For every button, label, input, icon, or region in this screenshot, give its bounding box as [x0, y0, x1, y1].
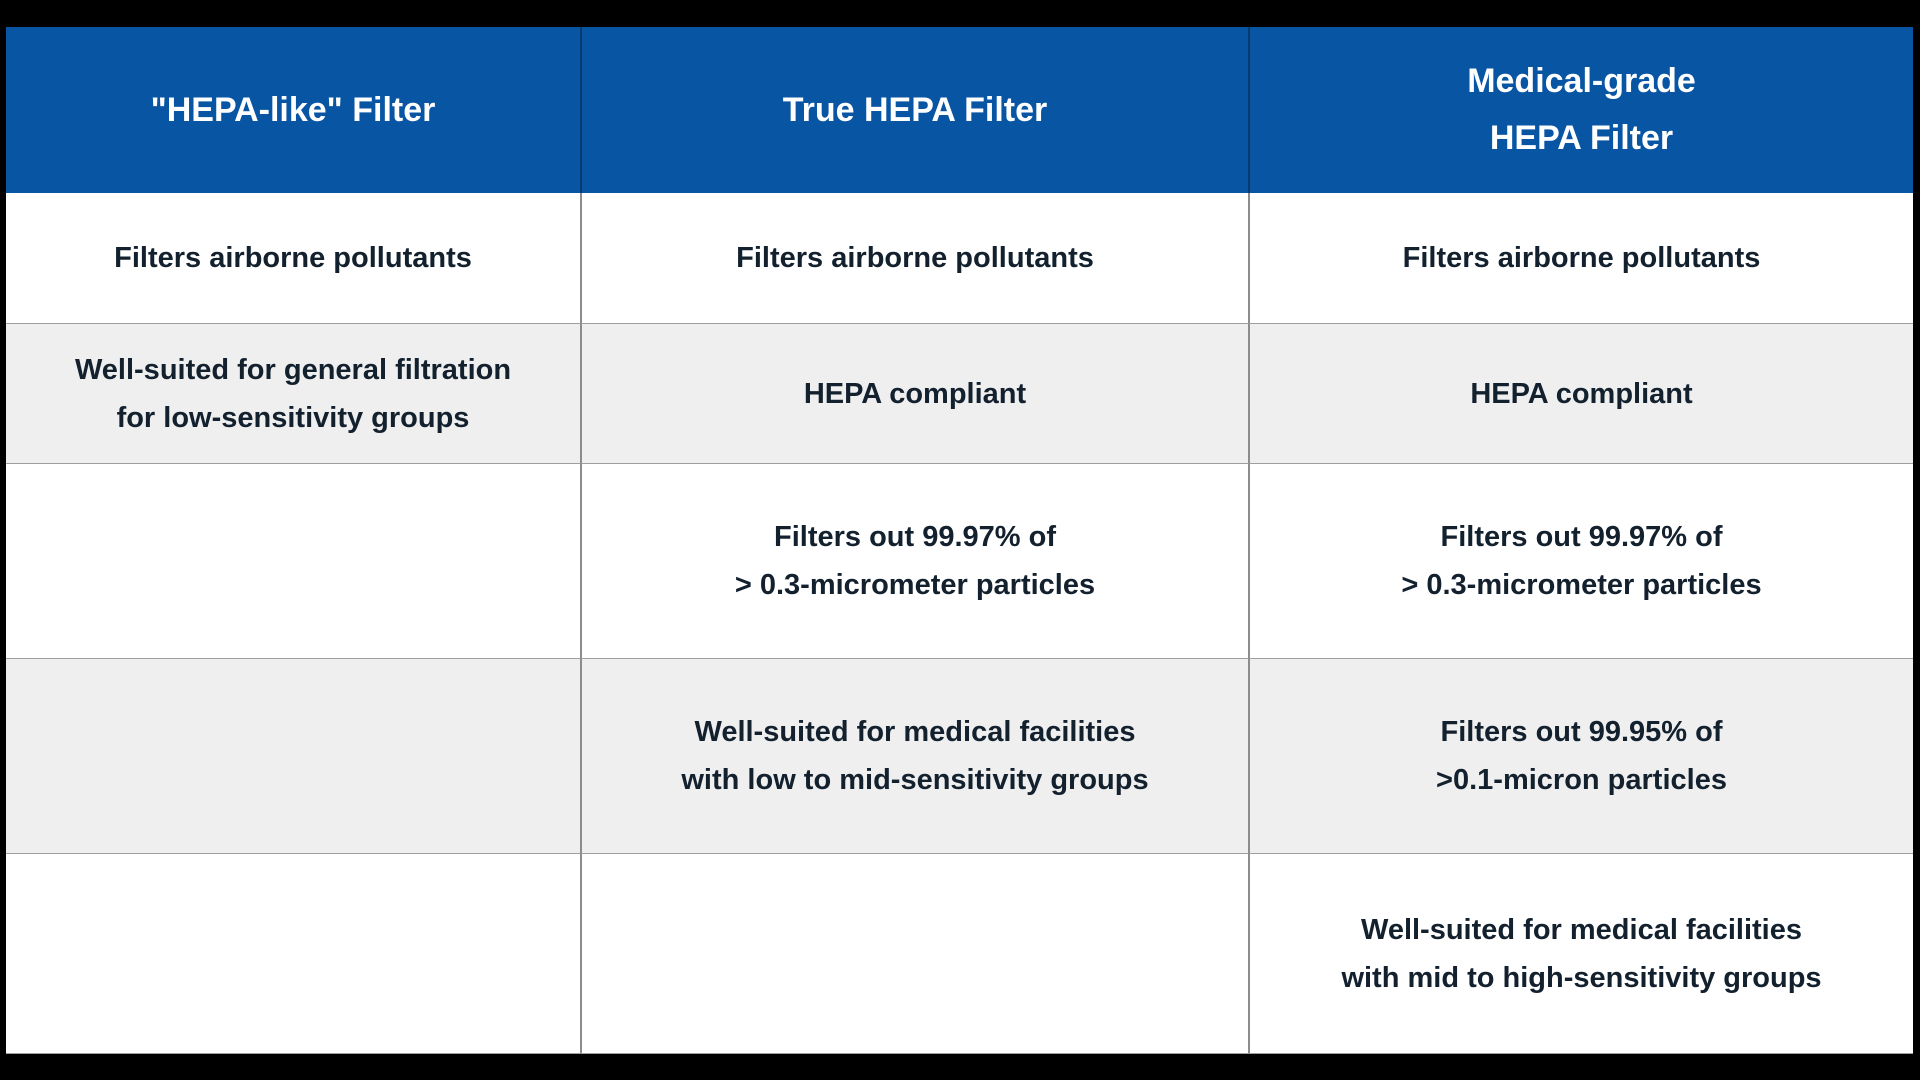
- table-cell: HEPA compliant: [580, 323, 1248, 463]
- hepa-filter-comparison-table: "HEPA-like" Filter True HEPA Filter Medi…: [6, 27, 1913, 1054]
- table-cell: Well-suited for general filtration for l…: [6, 323, 580, 463]
- column-header-hepa-like-filter: "HEPA-like" Filter: [6, 27, 580, 193]
- table-cell: Filters airborne pollutants: [580, 193, 1248, 323]
- table-cell: Filters airborne pollutants: [1248, 193, 1913, 323]
- column-header-true-hepa-filter: True HEPA Filter: [580, 27, 1248, 193]
- column-header-medical-grade-hepa-filter: Medical-grade HEPA Filter: [1248, 27, 1913, 193]
- table-cell: Filters out 99.97% of > 0.3-micrometer p…: [1248, 463, 1913, 658]
- table-cell: [6, 658, 580, 853]
- table-cell: HEPA compliant: [1248, 323, 1913, 463]
- table-cell: [6, 463, 580, 658]
- table-cell: [6, 853, 580, 1054]
- table-cell: Filters out 99.95% of >0.1-micron partic…: [1248, 658, 1913, 853]
- table-cell: Filters airborne pollutants: [6, 193, 580, 323]
- table-cell: Filters out 99.97% of > 0.3-micrometer p…: [580, 463, 1248, 658]
- table-cell: Well-suited for medical facilities with …: [1248, 853, 1913, 1054]
- table-cell: Well-suited for medical facilities with …: [580, 658, 1248, 853]
- table-cell: [580, 853, 1248, 1054]
